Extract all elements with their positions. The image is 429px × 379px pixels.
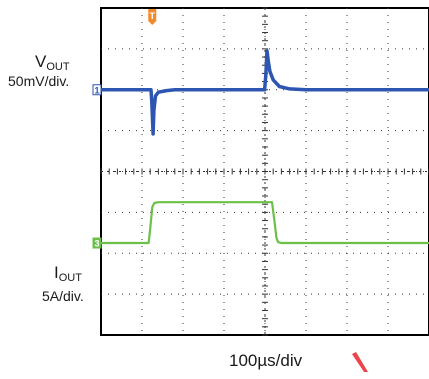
vout-scale-label: 50mV/div.	[8, 73, 70, 89]
marker-label: 3	[94, 239, 99, 249]
ch3-marker: 3	[92, 237, 102, 249]
iout-scale-label: 5A/div.	[42, 288, 84, 304]
marker-box	[92, 84, 102, 96]
trigger-flag	[148, 9, 157, 25]
x-axis-label: 100µs/div	[229, 351, 303, 370]
vout-channel-name: VOUT	[35, 52, 70, 73]
traces	[101, 49, 429, 245]
trigger-marker: T	[148, 9, 157, 25]
iout-channel-name: IOUT	[54, 263, 82, 284]
iout-trace	[101, 201, 429, 245]
trigger-label: T	[150, 11, 156, 21]
marker-label: 1	[94, 85, 99, 95]
vout-trace	[101, 49, 429, 136]
marker-box	[92, 237, 102, 249]
channel-markers: 1 3 T	[92, 9, 157, 249]
ch1-marker: 1	[92, 84, 102, 96]
watermark-mark	[352, 352, 368, 372]
